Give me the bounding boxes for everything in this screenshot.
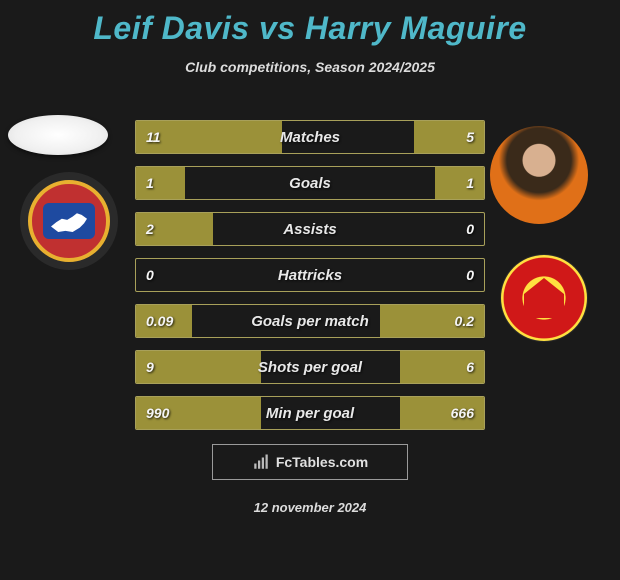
stat-row: 0.090.2Goals per match (135, 304, 485, 338)
ipswich-crest-icon (28, 180, 110, 262)
stat-row: 20Assists (135, 212, 485, 246)
stat-label: Hattricks (136, 259, 484, 291)
stat-row: 11Goals (135, 166, 485, 200)
stat-row: 96Shots per goal (135, 350, 485, 384)
stat-label: Min per goal (136, 397, 484, 429)
player-photo-icon (490, 126, 588, 224)
branding-text: FcTables.com (276, 454, 368, 470)
stat-label: Assists (136, 213, 484, 245)
page-title: Leif Davis vs Harry Maguire (0, 0, 620, 47)
crest-right-club (500, 254, 588, 342)
date-text: 12 november 2024 (0, 500, 620, 515)
chart-icon (252, 453, 270, 471)
crest-left-club (20, 172, 118, 270)
man-utd-crest-icon (501, 255, 587, 341)
stat-label: Shots per goal (136, 351, 484, 383)
branding-box: FcTables.com (212, 444, 408, 480)
stat-label: Matches (136, 121, 484, 153)
stat-label: Goals (136, 167, 484, 199)
avatar-right-player (490, 126, 588, 224)
stat-row: 00Hattricks (135, 258, 485, 292)
avatar-left-player (8, 115, 108, 155)
stats-container: 115Matches 11Goals 20Assists 00Hattricks 0.0… (135, 120, 485, 442)
horse-icon (51, 210, 87, 232)
stat-row: 990666Min per goal (135, 396, 485, 430)
subtitle: Club competitions, Season 2024/2025 (0, 59, 620, 75)
stat-label: Goals per match (136, 305, 484, 337)
stat-row: 115Matches (135, 120, 485, 154)
